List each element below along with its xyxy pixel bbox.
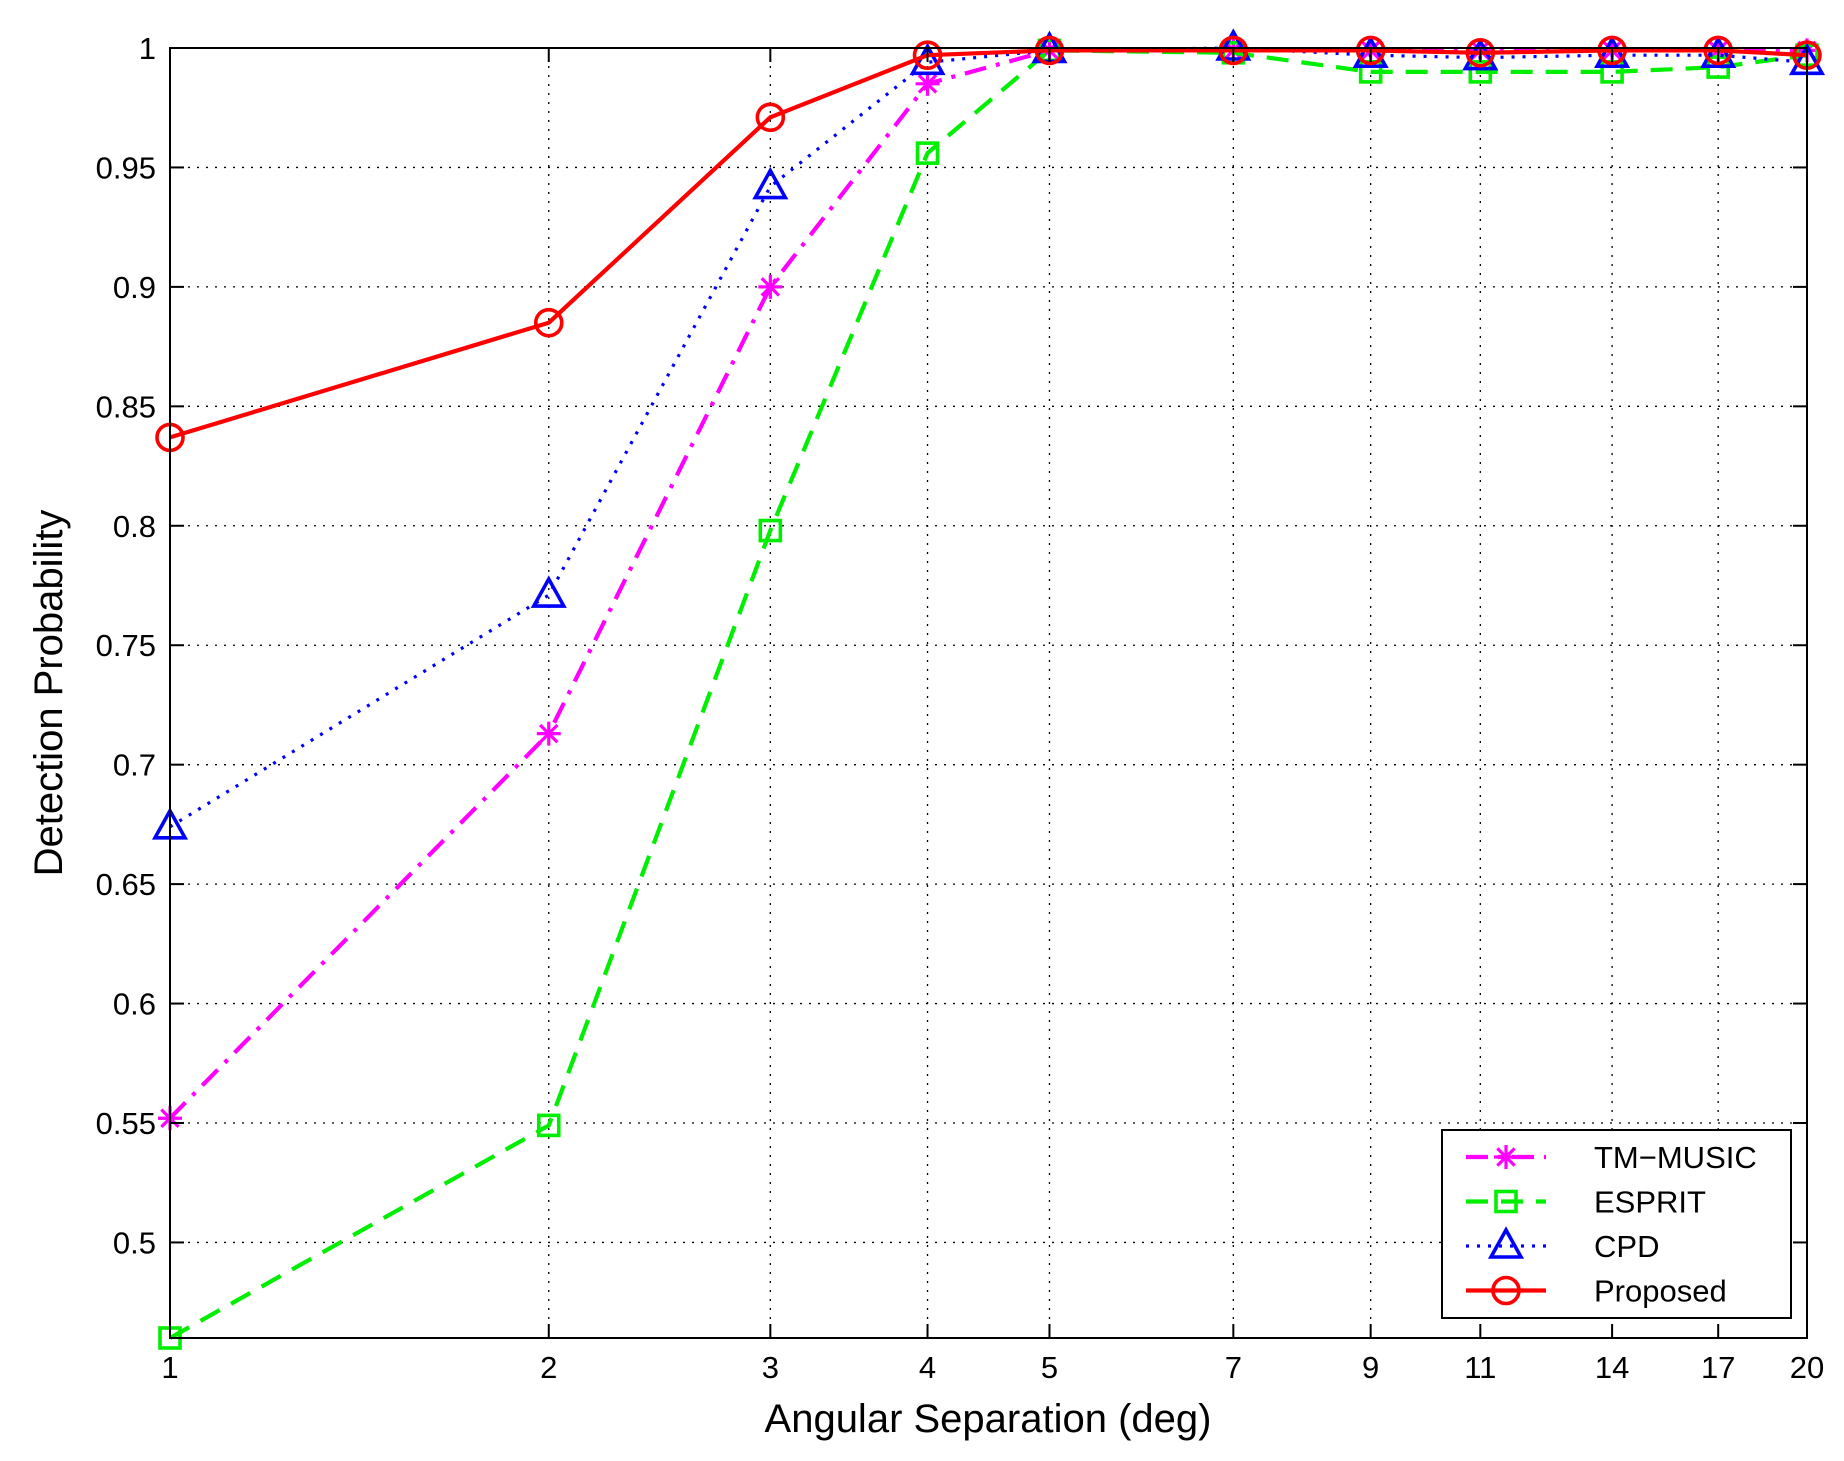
x-tick-label: 14 <box>1595 1350 1629 1385</box>
legend-label: Proposed <box>1594 1274 1727 1309</box>
data-point-circle <box>533 307 564 338</box>
data-point-triangle <box>1594 35 1631 68</box>
x-tick-label: 7 <box>1225 1350 1242 1385</box>
y-tick-label: 1 <box>139 31 156 66</box>
ticks <box>169 47 1808 1338</box>
legend-entry: TM−MUSIC <box>1466 1140 1757 1175</box>
data-point-circle <box>1034 35 1065 66</box>
data-point-square <box>915 141 940 165</box>
data-point-square <box>758 518 783 543</box>
data-point-square <box>536 1113 561 1138</box>
y-tick-label: 0.5 <box>113 1225 156 1260</box>
y-tick-label: 0.65 <box>96 867 156 902</box>
x-tick-label: 3 <box>762 1350 779 1385</box>
data-point-asterisk <box>915 71 940 96</box>
data-point-circle <box>1703 35 1733 66</box>
legend-marker-square <box>1494 1189 1518 1214</box>
x-tick-label: 20 <box>1790 1350 1824 1385</box>
data-point-circle <box>1597 35 1627 66</box>
y-tick-label: 0.9 <box>113 270 156 305</box>
data-point-circle <box>1218 35 1249 66</box>
y-tick-label: 0.7 <box>113 748 156 783</box>
plot-border <box>169 47 1808 1339</box>
y-tick-label: 0.55 <box>96 1106 156 1141</box>
y-tick-label: 0.95 <box>96 150 156 185</box>
y-tick-label: 0.85 <box>96 389 156 424</box>
legend-label: ESPRIT <box>1594 1185 1706 1220</box>
data-point-triangle <box>752 166 789 200</box>
legend-label: CPD <box>1594 1229 1659 1264</box>
data-point-asterisk <box>758 274 783 299</box>
legend-marker-triangle <box>1487 1226 1525 1259</box>
legend: TM−MUSIC ESPRIT CPD Proposed <box>1441 1129 1792 1319</box>
legend-entry: ESPRIT <box>1466 1185 1706 1220</box>
legend-label: TM−MUSIC <box>1594 1140 1757 1175</box>
x-tick-label: 4 <box>919 1350 936 1385</box>
data-point-circle <box>1465 37 1496 68</box>
data-point-circle <box>755 102 786 133</box>
tick-labels: 1 2 3 4 5 7 9 11 14 17 20 0.5 0.55 0.6 0.65 0.7 0.75 0.8 0… <box>96 31 1825 1385</box>
legend-box <box>1441 1129 1792 1319</box>
legend-marker-asterisk <box>1494 1145 1518 1169</box>
x-tick-label: 1 <box>161 1350 178 1385</box>
y-tick-label: 0.6 <box>113 987 156 1022</box>
data-point-triangle <box>530 575 567 608</box>
data-point-triangle <box>1462 37 1499 71</box>
data-point-triangle <box>1352 35 1389 68</box>
x-axis-title: Angular Separation (deg) <box>765 1397 1212 1441</box>
x-tick-label: 5 <box>1041 1350 1058 1385</box>
data-point-circle <box>1355 35 1386 66</box>
y-tick-label: 0.75 <box>96 628 156 663</box>
data-point-asterisk <box>536 721 561 746</box>
data-point-circle <box>912 40 943 70</box>
legend-marker-circle <box>1491 1275 1521 1306</box>
legend-entry: Proposed <box>1466 1274 1727 1309</box>
x-tick-label: 11 <box>1464 1350 1496 1385</box>
x-tick-label: 17 <box>1701 1350 1735 1385</box>
y-tick-label: 0.8 <box>113 509 156 544</box>
x-tick-label: 2 <box>540 1350 557 1385</box>
plot-area <box>170 48 1807 1338</box>
legend-entry: CPD <box>1466 1226 1659 1264</box>
x-tick-label: 9 <box>1362 1350 1379 1385</box>
y-axis-title: Detection Probability <box>27 510 71 877</box>
